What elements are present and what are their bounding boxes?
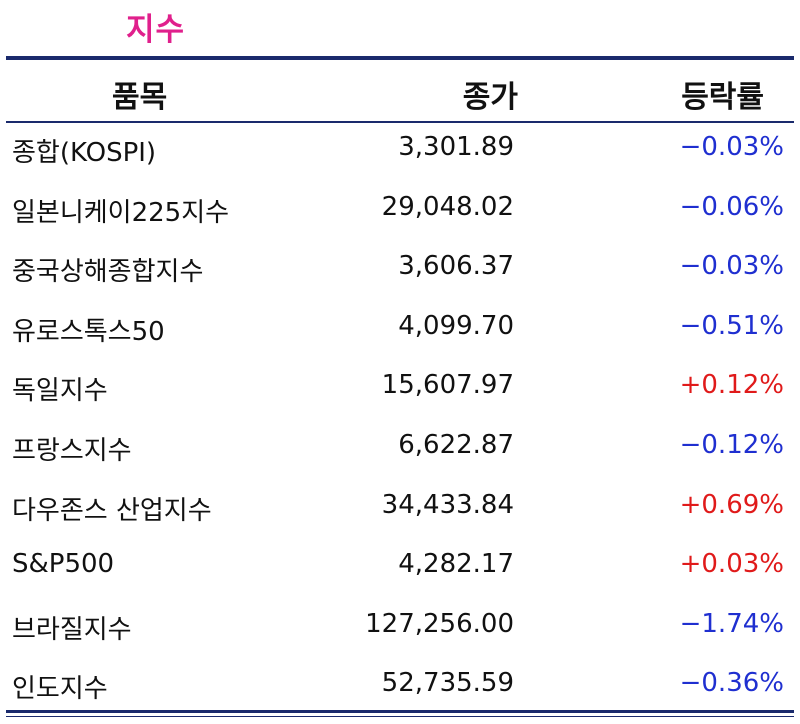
- row-change: −0.06%: [679, 191, 784, 222]
- table-header: 품목 종가 등락률: [6, 60, 794, 121]
- header-name: 품목: [112, 80, 168, 115]
- row-change: −0.12%: [679, 429, 784, 460]
- row-change: −0.03%: [679, 251, 784, 282]
- row-close: 4,282.17: [398, 549, 514, 580]
- row-change: −0.36%: [679, 668, 784, 699]
- row-close: 3,301.89: [398, 132, 514, 162]
- row-change: −0.03%: [679, 132, 784, 162]
- row-name: 유로스톡스50: [12, 316, 165, 347]
- row-name: 일본니케이225지수: [12, 197, 230, 228]
- row-change: −1.74%: [679, 608, 784, 639]
- table-bottom-rule-thin: [6, 716, 794, 717]
- row-close: 34,433.84: [381, 489, 514, 520]
- table-row: 종합(KOSPI) 3,301.89 −0.03%: [6, 123, 794, 183]
- row-name: 프랑스지수: [12, 435, 132, 466]
- row-name: S&P500: [12, 549, 115, 580]
- table-body: 종합(KOSPI) 3,301.89 −0.03% 일본니케이225지수 29,…: [6, 123, 794, 719]
- table-row: 독일지수 15,607.97 +0.12%: [6, 361, 794, 421]
- table-row: 인도지수 52,735.59 −0.36%: [6, 659, 794, 719]
- row-change: +0.03%: [679, 549, 784, 580]
- row-close: 4,099.70: [398, 310, 514, 341]
- row-close: 3,606.37: [398, 251, 514, 282]
- row-change: +0.69%: [679, 489, 784, 520]
- row-close: 6,622.87: [398, 429, 514, 460]
- row-name: 중국상해종합지수: [12, 257, 204, 288]
- table-row: 브라질지수 127,256.00 −1.74%: [6, 600, 794, 660]
- row-close: 29,048.02: [381, 191, 514, 222]
- page-title: 지수: [126, 12, 186, 48]
- table-row: 다우존스 산업지수 34,433.84 +0.69%: [6, 481, 794, 541]
- header-close: 종가: [462, 80, 518, 115]
- row-change: −0.51%: [679, 310, 784, 341]
- row-name: 인도지수: [12, 674, 108, 705]
- row-name: 독일지수: [12, 376, 108, 407]
- row-change: +0.12%: [679, 370, 784, 401]
- row-close: 52,735.59: [381, 668, 514, 699]
- table-row: 유로스톡스50 4,099.70 −0.51%: [6, 302, 794, 362]
- row-name: 브라질지수: [12, 614, 132, 645]
- table-header-rule: [6, 121, 794, 123]
- table-row: 일본니케이225지수 29,048.02 −0.06%: [6, 183, 794, 243]
- table-row: 중국상해종합지수 3,606.37 −0.03%: [6, 242, 794, 302]
- header-change: 등락률: [681, 80, 764, 115]
- table-row: 프랑스지수 6,622.87 −0.12%: [6, 421, 794, 481]
- row-close: 15,607.97: [381, 370, 514, 401]
- row-name: 종합(KOSPI): [12, 138, 157, 168]
- table-top-rule: [6, 56, 794, 60]
- table-row: S&P500 4,282.17 +0.03%: [6, 540, 794, 600]
- row-name: 다우존스 산업지수: [12, 495, 212, 526]
- table-bottom-rule: [6, 710, 794, 713]
- row-close: 127,256.00: [365, 608, 514, 639]
